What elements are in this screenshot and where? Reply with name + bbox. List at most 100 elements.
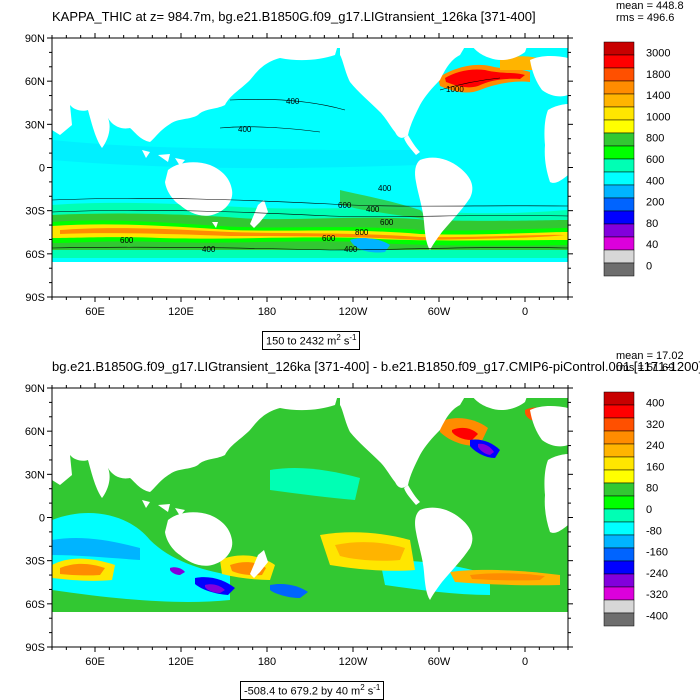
panel1-land xyxy=(52,38,568,297)
colorbar-swatch xyxy=(603,547,635,562)
contour-label: 600 xyxy=(380,218,394,227)
lat-tick-label: 0 xyxy=(39,513,45,525)
lat-tick-label: 0 xyxy=(39,163,45,175)
colorbar-label: 0 xyxy=(646,504,652,516)
panel2-units-sup2: -1 xyxy=(373,683,381,692)
colorbar-swatch xyxy=(603,210,635,225)
lon-tick-label: 60W xyxy=(428,306,451,318)
colorbar-swatch xyxy=(603,534,635,549)
colorbar-label: -320 xyxy=(646,589,668,601)
lat-tick-label: 90S xyxy=(25,292,45,304)
panel1-stats: mean = 448.8 rms = 496.6 xyxy=(616,0,684,24)
colorbar-label: 0 xyxy=(646,260,652,272)
colorbar-label: 3000 xyxy=(646,48,670,60)
colorbar-swatch xyxy=(603,249,635,264)
panel1-contours xyxy=(52,77,568,251)
panel1-lon-labels: 60E 120E 180 120W 60W 0 xyxy=(85,306,528,318)
colorbar-label: 1000 xyxy=(646,111,670,123)
panel2-stats: mean = 17.02 rms = 51.69 xyxy=(616,350,684,374)
lon-tick-label: 60E xyxy=(85,656,105,668)
lat-tick-label: 90N xyxy=(25,383,45,395)
panel2-lon-labels: 60E 120E 180 120W 60W 0 xyxy=(85,656,528,668)
lon-tick-label: 180 xyxy=(258,306,276,318)
colorbar-swatch xyxy=(603,391,635,406)
colorbar-swatch xyxy=(603,560,635,575)
panel2-units-tail: s xyxy=(364,685,374,698)
contour-label: 400 xyxy=(202,245,216,254)
panel1-lat-labels: 90N 60N 30N 0 30S 60S 90S xyxy=(25,33,45,304)
lat-tick-label: 30S xyxy=(25,556,45,568)
panel2-mean: mean = 17.02 xyxy=(616,350,684,362)
contour-label: 600 xyxy=(322,234,336,243)
panel2-range-text: -508.4 to 679.2 by 40 m xyxy=(244,685,361,698)
colorbar-label: -400 xyxy=(646,610,668,622)
colorbar-swatch xyxy=(603,236,635,251)
contour-label: 400 xyxy=(286,97,300,106)
colorbar-swatch xyxy=(603,430,635,445)
colorbar-swatch xyxy=(603,521,635,536)
colorbar-label: 400 xyxy=(646,175,664,187)
panel1-units-tail: s xyxy=(340,335,350,348)
panel2-range-box: -508.4 to 679.2 by 40 m2 s-1 xyxy=(240,681,385,700)
lon-tick-label: 120E xyxy=(168,656,194,668)
lon-tick-label: 60E xyxy=(85,306,105,318)
colorbar-label: 400 xyxy=(646,398,664,410)
panel1-rms: rms = 496.6 xyxy=(616,12,675,24)
colorbar-swatch xyxy=(603,171,635,186)
contour-label: 400 xyxy=(238,125,252,134)
lon-tick-label: 0 xyxy=(522,656,528,668)
colorbar-label: 80 xyxy=(646,483,658,495)
colorbar-label: -80 xyxy=(646,525,662,537)
colorbar-label: -240 xyxy=(646,568,668,580)
lon-tick-label: 0 xyxy=(522,306,528,318)
colorbar-swatch xyxy=(603,469,635,484)
lat-tick-label: 30N xyxy=(25,469,45,481)
colorbar-swatch xyxy=(603,586,635,601)
lat-tick-label: 30N xyxy=(25,119,45,131)
colorbar-label: 160 xyxy=(646,461,664,473)
contour-label: 400 xyxy=(366,205,380,214)
panel2-colorbar: 400 320 240 160 80 0 -80 -160 -240 -320 -400 xyxy=(603,391,668,627)
colorbar-swatch xyxy=(603,612,635,627)
panel2-ocean-field xyxy=(52,388,568,647)
panel1-frame xyxy=(51,37,569,298)
colorbar-swatch xyxy=(603,54,635,69)
panel1-range-box: 150 to 2432 m2 s-1 xyxy=(262,331,361,350)
contour-label: 1000 xyxy=(446,85,464,94)
lon-tick-label: 120E xyxy=(168,306,194,318)
colorbar-swatch xyxy=(603,184,635,199)
lat-tick-label: 60N xyxy=(25,426,45,438)
colorbar-swatch xyxy=(603,67,635,82)
colorbar-swatch xyxy=(603,262,635,277)
contour-label: 400 xyxy=(378,184,392,193)
lon-tick-label: 120W xyxy=(339,656,368,668)
panel2-lat-labels: 90N 60N 30N 0 30S 60S 90S xyxy=(25,383,45,654)
panel2-rms: rms = 51.69 xyxy=(616,362,675,374)
lat-tick-label: 60S xyxy=(25,599,45,611)
colorbar-swatch xyxy=(603,599,635,614)
contour-label: 800 xyxy=(355,228,369,237)
colorbar-swatch xyxy=(603,93,635,108)
colorbar-swatch xyxy=(603,456,635,471)
lat-tick-label: 60S xyxy=(25,249,45,261)
colorbar-label: 1400 xyxy=(646,90,670,102)
colorbar-swatch xyxy=(603,119,635,134)
lon-tick-label: 120W xyxy=(339,306,368,318)
colorbar-label: 800 xyxy=(646,133,664,145)
colorbar-label: 200 xyxy=(646,197,664,209)
colorbar-swatch xyxy=(603,443,635,458)
panel2-frame xyxy=(51,387,569,648)
colorbar-label: 1800 xyxy=(646,69,670,81)
lon-tick-label: 60W xyxy=(428,656,451,668)
colorbar-swatch xyxy=(603,417,635,432)
lat-tick-label: 60N xyxy=(25,76,45,88)
lat-tick-label: 90S xyxy=(25,642,45,654)
panel2-title: bg.e21.B1850G.f09_g17.LIGtransient_126ka… xyxy=(52,359,700,374)
panel1-ocean-field xyxy=(52,38,568,297)
colorbar-swatch xyxy=(603,132,635,147)
colorbar-swatch xyxy=(603,223,635,238)
colorbar-swatch xyxy=(603,158,635,173)
colorbar-swatch xyxy=(603,573,635,588)
